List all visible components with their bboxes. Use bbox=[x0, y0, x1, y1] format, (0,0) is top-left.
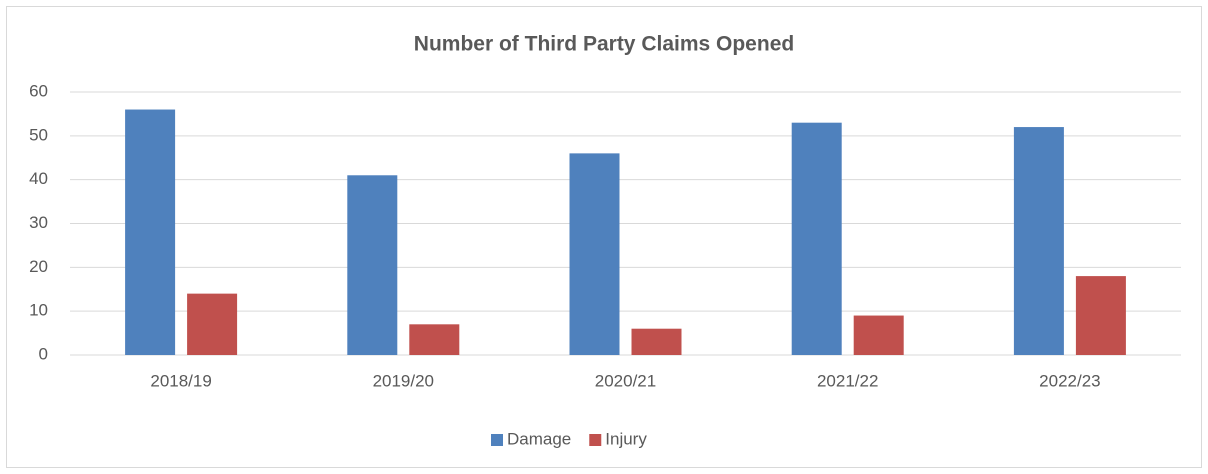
bar bbox=[791, 122, 842, 355]
legend-swatch bbox=[589, 434, 602, 446]
x-tick-label: 2020/21 bbox=[595, 371, 656, 390]
x-tick-label: 2019/20 bbox=[373, 371, 434, 390]
bar bbox=[409, 324, 460, 355]
x-tick-label: 2018/19 bbox=[150, 371, 211, 390]
legend-label: Injury bbox=[605, 429, 647, 448]
bar bbox=[1075, 276, 1126, 355]
y-tick-label: 60 bbox=[29, 81, 48, 100]
legend-swatch bbox=[491, 434, 503, 446]
bar bbox=[347, 175, 398, 355]
bar bbox=[853, 315, 904, 355]
legend-label: Damage bbox=[507, 429, 571, 448]
y-tick-label: 0 bbox=[39, 344, 48, 363]
bar bbox=[631, 328, 682, 355]
bar bbox=[125, 109, 176, 356]
bar bbox=[187, 293, 238, 355]
bar bbox=[1013, 127, 1064, 355]
y-tick-label: 10 bbox=[29, 301, 48, 320]
bar bbox=[569, 153, 620, 355]
chart-title: Number of Third Party Claims Opened bbox=[414, 33, 794, 56]
x-tick-label: 2021/22 bbox=[817, 371, 878, 390]
y-tick-label: 40 bbox=[29, 169, 48, 188]
y-tick-label: 20 bbox=[29, 257, 48, 276]
y-tick-label: 50 bbox=[29, 125, 48, 144]
y-tick-label: 30 bbox=[29, 213, 48, 232]
x-tick-label: 2022/23 bbox=[1039, 371, 1100, 390]
